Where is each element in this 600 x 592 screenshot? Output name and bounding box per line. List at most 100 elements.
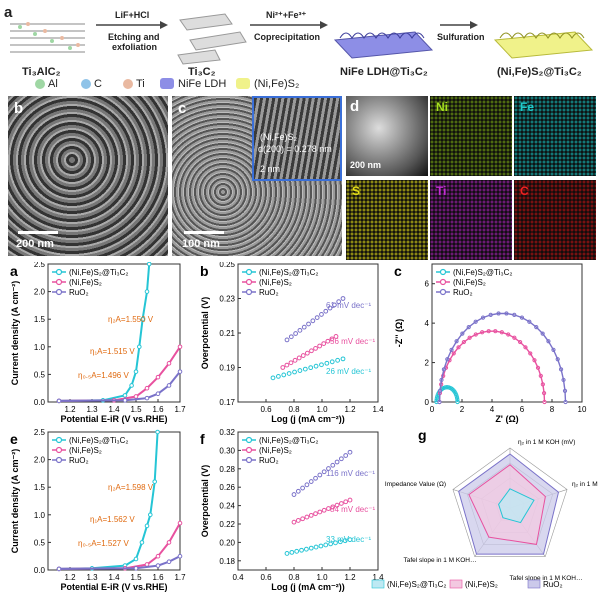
panel-label-b2: b	[200, 263, 209, 279]
series-point	[177, 553, 183, 559]
panel-b-label: b	[14, 100, 24, 117]
series-point	[144, 385, 150, 391]
y-axis-label: -Z'' (Ω)	[394, 319, 404, 348]
y-tick-label: 0.18	[219, 557, 235, 566]
series-point	[122, 398, 128, 403]
x-axis-label: Potential E-iR (V vs.RHE)	[60, 414, 167, 424]
series-point	[144, 289, 150, 294]
legend-nife-ldh: NiFe LDH	[178, 78, 227, 90]
y-tick-label: 6	[425, 280, 430, 289]
y-tick-label: 2.0	[34, 456, 46, 465]
tafel-point	[321, 507, 327, 513]
tafel-point	[281, 372, 287, 378]
tafel-point	[309, 348, 314, 354]
legend-marker	[55, 288, 63, 296]
legend-entry: (Ni,Fe)S₂@Ti₃C₂	[259, 268, 319, 277]
y-tick-label: 0.5	[34, 538, 46, 547]
x-tick-label: 2	[460, 405, 465, 414]
tafel-point	[340, 296, 346, 301]
y-tick-label: 0.28	[219, 465, 235, 474]
eds-panel-d: d 200 nm Ni Fe S Ti C	[346, 96, 596, 260]
series-point	[144, 395, 150, 401]
series-point	[133, 394, 139, 399]
y-tick-label: 1.0	[34, 511, 46, 520]
y-tick-label: 0.21	[219, 329, 235, 338]
y-tick-label: 2.5	[34, 262, 46, 269]
tafel-point	[286, 371, 292, 376]
radar-axis-label: Impedance Value (Ω)	[385, 481, 446, 488]
series-point	[56, 566, 62, 572]
tafel-point	[275, 373, 281, 379]
y-tick-label: 1.5	[34, 315, 46, 324]
tafel-point	[347, 497, 353, 503]
series-point	[140, 316, 145, 322]
x-tick-label: 1.4	[372, 405, 384, 414]
tafel-point	[343, 453, 349, 458]
tafel-point	[343, 499, 349, 505]
eds-map-s: S	[346, 180, 428, 260]
series-point	[155, 391, 161, 397]
x-tick-label: 8	[550, 405, 555, 414]
panel-a-label: a	[4, 4, 13, 21]
series-point	[129, 383, 134, 388]
eds-label-ti: Ti	[436, 184, 447, 198]
tafel-point	[347, 537, 353, 543]
radar-legend-entry: RuO₂	[543, 580, 563, 589]
nyquist-arc	[438, 330, 546, 403]
series-point	[133, 369, 139, 374]
x-axis-label: Z' (Ω)	[495, 414, 518, 424]
x-tick-label: 0.4	[232, 573, 244, 582]
legend-entry: (Ni,Fe)S₂@Ti₃C₂	[69, 436, 129, 445]
radar-legend-swatch	[371, 579, 385, 589]
legend-marker	[55, 456, 63, 464]
nyquist-arc	[435, 386, 459, 403]
eds-label-fe: Fe	[520, 100, 535, 114]
x-tick-label: 1.3	[86, 405, 98, 414]
y-axis-label: Current density (A cm⁻²)	[10, 281, 20, 385]
y-tick-label: 0.32	[219, 428, 235, 437]
radar-axis-label: Tafel slope in 1 M KOH…	[404, 557, 477, 564]
tafel-point	[321, 341, 327, 347]
legend-marker	[439, 278, 447, 286]
legend-marker	[439, 288, 447, 296]
tafel-point	[321, 469, 327, 475]
panel-label-a2: a	[10, 263, 18, 279]
plot-frame	[47, 431, 181, 571]
synthesis-schematic	[10, 13, 594, 89]
y-tick-label: 1.5	[34, 483, 46, 492]
tafel-point	[300, 485, 306, 491]
plot-frame	[237, 431, 379, 571]
legend-marker	[245, 268, 253, 276]
series-point	[144, 562, 150, 567]
tafel-point	[317, 509, 323, 515]
x-tick-label: 1.0	[316, 573, 328, 582]
tafel-point	[291, 492, 297, 497]
tafel-point	[313, 544, 319, 550]
tafel-point	[289, 549, 295, 555]
series-point	[177, 344, 183, 350]
charts-svg: a 1.2 1.3 1.4 1.5 1.6 1.7 0.0 0.5 1.0 1.5 2.0 2.5 Pot…	[10, 262, 600, 592]
series-point	[148, 512, 153, 518]
chart-a2: a 1.2 1.3 1.4 1.5 1.6 1.7 0.0 0.5 1.0 1.5 2.0 2.5 Pot…	[10, 262, 186, 424]
scale-bar-c	[184, 231, 224, 234]
series-point	[122, 393, 128, 398]
legend-entry: (Ni,Fe)S₂	[69, 278, 102, 287]
tafel-point	[323, 308, 329, 314]
radar-legend-swatch	[449, 579, 463, 589]
tafel-point	[297, 327, 303, 333]
step-label-4: Ni²⁺+Fe³⁺	[266, 10, 307, 20]
tafel-point	[293, 331, 299, 336]
tafel-point	[334, 502, 340, 508]
tafel-point	[304, 514, 310, 520]
legend-ti: Ti	[136, 78, 145, 90]
y-tick-label: 0.26	[219, 483, 235, 492]
series-point	[139, 540, 145, 545]
y-tick-label: 4	[425, 319, 430, 328]
radar-axis-label: η₂ in 1 M KOH (mV)	[518, 439, 575, 446]
radar-legend-entry: (Ni,Fe)S₂	[465, 580, 498, 589]
eta-annotation: η₁A=1.562 V	[90, 515, 135, 524]
tafel-point	[323, 542, 329, 548]
sem-image-b: b 200 nm	[8, 96, 168, 256]
x-tick-label: 1.5	[130, 405, 142, 414]
